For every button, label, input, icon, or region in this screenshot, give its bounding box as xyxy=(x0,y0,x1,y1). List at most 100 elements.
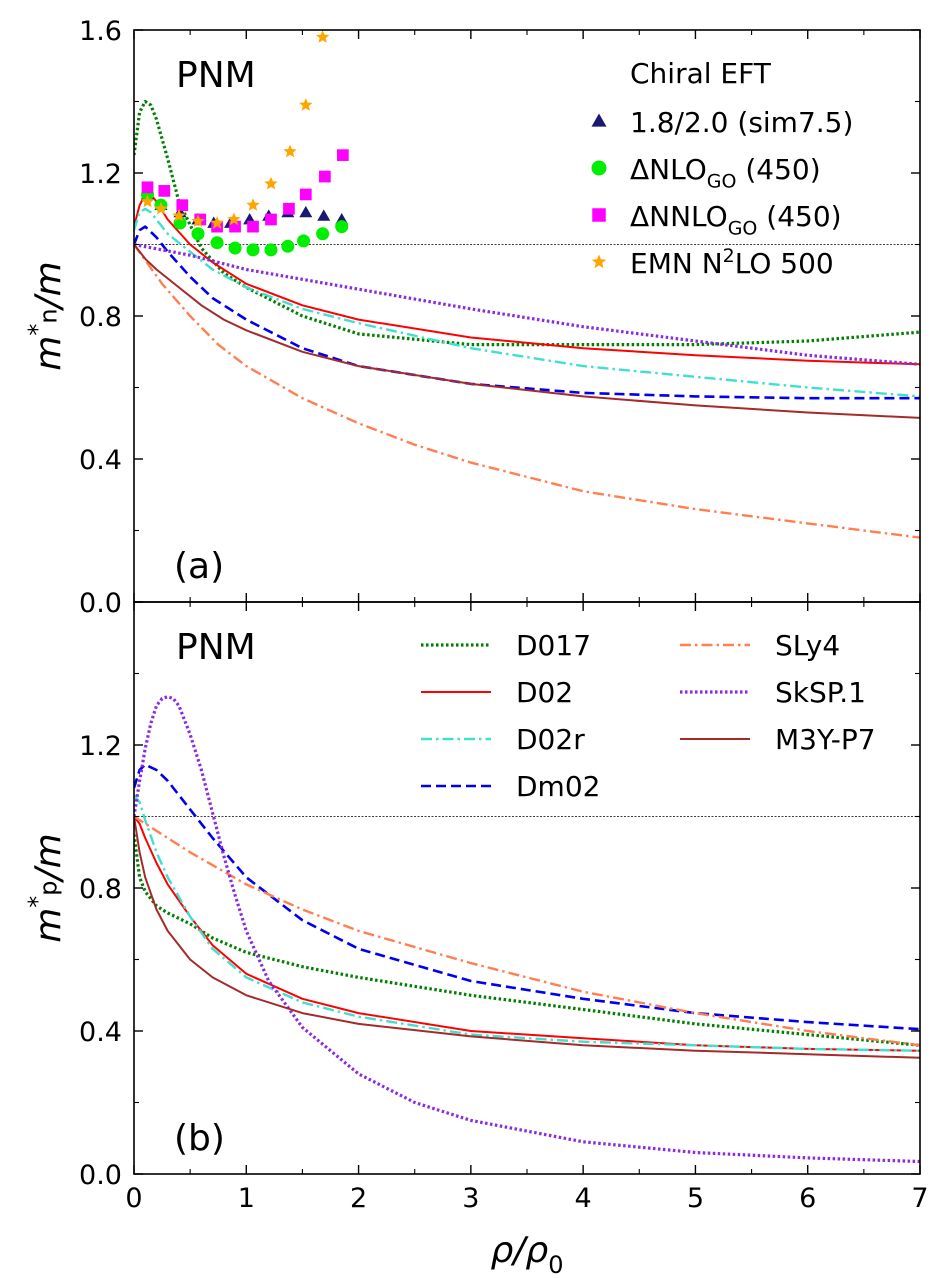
y-axis-label: m*n/m xyxy=(24,261,69,371)
y-axis-label-sub: n xyxy=(34,308,62,323)
legend-label: M3Y-P7 xyxy=(775,723,876,756)
legend-label: D02r xyxy=(516,723,585,756)
x-tick-label: 0 xyxy=(125,1183,142,1214)
x-tick-label: 6 xyxy=(799,1183,816,1214)
series-line-sksp-1 xyxy=(134,695,920,1164)
data-point-circle xyxy=(210,236,224,250)
data-point-triangle xyxy=(317,209,331,221)
x-tick-label: 3 xyxy=(462,1183,479,1214)
data-point-star xyxy=(283,144,297,158)
data-point-star xyxy=(246,198,260,211)
data-point-star xyxy=(264,176,278,190)
data-point-star xyxy=(172,208,186,222)
legend-entry: EMN N2LO 500 xyxy=(630,245,834,280)
panel-b: 0.00.40.81.20 1 2 3 4 5 6 7m*p/mρ/ρ0PNM(b)D017D… xyxy=(24,601,929,1278)
series-line-d02 xyxy=(134,815,920,1052)
y-axis-label-main: m xyxy=(28,908,69,943)
x-axis-label-sub: 0 xyxy=(548,1251,563,1278)
legend-entry-main: EMN N xyxy=(630,247,723,280)
scatter-square xyxy=(141,149,349,233)
series-line-dm02 xyxy=(134,763,920,1031)
panel-tag: (a) xyxy=(174,546,224,587)
y-axis-label-sup: * xyxy=(24,324,52,336)
x-tick-label: 7 xyxy=(911,1183,928,1214)
series-line-d02r xyxy=(134,794,920,1052)
data-point-square xyxy=(176,199,189,212)
data-point-circle xyxy=(281,239,295,253)
panel-tag: (b) xyxy=(174,1118,225,1159)
data-point-triangle xyxy=(299,205,313,218)
data-point-square xyxy=(319,170,331,183)
y-axis-label-sub: p xyxy=(34,880,62,895)
legend-entry: ΔNNLOGO (450) xyxy=(630,200,842,239)
y-axis-label: m*p/m xyxy=(24,833,69,943)
data-point-circle xyxy=(335,220,349,234)
data-point-circle xyxy=(297,234,311,248)
panel-a: 0.0 0.4 0.8 1.2 1.6 m*n/m PNM (a) Chiral EFT 1.8/… xyxy=(24,16,921,619)
data-point-square xyxy=(247,220,259,233)
y-axis-label-sup: * xyxy=(24,896,52,908)
legend-entry: ΔNLOGO (450) xyxy=(630,153,821,192)
series-line-sly4 xyxy=(134,243,920,539)
data-point-circle xyxy=(264,243,278,257)
scatter-star xyxy=(140,30,330,229)
data-point-star xyxy=(227,212,241,226)
legend-marker-star xyxy=(591,254,607,269)
legend-title: Chiral EFT xyxy=(630,57,772,90)
legend-entry-sub: GO xyxy=(728,217,758,239)
legend-label: SkSP.1 xyxy=(775,676,866,709)
series-line-d02r xyxy=(134,207,920,398)
legend-entry-main: 1.8/2.0 (sim7.5) xyxy=(630,106,853,139)
data-point-square xyxy=(158,185,171,197)
legend-models: D017 D02 D02r Dm02 SLy4 SkSP.1 M3Y-P7 xyxy=(421,629,876,803)
data-point-circle xyxy=(228,241,242,255)
legend-entry-main: ΔNLO xyxy=(630,153,707,186)
y-tick-label: 1.2 xyxy=(79,731,122,762)
data-point-square xyxy=(299,188,312,201)
legend-entry-after: (450) xyxy=(757,200,841,233)
legend-marker-circle xyxy=(591,160,607,176)
data-point-star xyxy=(154,201,168,215)
y-tick-label: 0.4 xyxy=(79,1017,122,1048)
legend-marker-triangle xyxy=(591,113,607,127)
series-line-m3y-p7 xyxy=(134,816,920,1059)
y-tick-label: 0.0 xyxy=(79,1160,122,1191)
y-tick-label: 1.6 xyxy=(79,16,122,47)
scatter-triangle xyxy=(140,187,349,228)
legend-entry: 1.8/2.0 (sim7.5) xyxy=(630,106,853,139)
series-line-m3y-p7 xyxy=(134,243,920,419)
y-axis-label-after: /m xyxy=(28,261,69,311)
data-point-square xyxy=(229,220,241,233)
legend-marker-square xyxy=(592,208,606,222)
y-axis-label-main: m xyxy=(28,336,69,371)
ticks xyxy=(133,29,921,603)
data-point-square xyxy=(283,202,295,215)
y-tick-label: 0.8 xyxy=(79,874,122,905)
legend-label: SLy4 xyxy=(775,629,840,662)
plot-area xyxy=(134,30,920,539)
x-tick-label: 2 xyxy=(350,1183,367,1214)
x-axis-label: ρ/ρ0 xyxy=(490,1230,563,1278)
series-line-d017 xyxy=(134,834,920,1047)
matter-label: PNM xyxy=(176,55,256,96)
series-line-sly4 xyxy=(134,815,920,1047)
data-point-square xyxy=(265,213,277,226)
x-tick-label: 1 xyxy=(238,1183,255,1214)
y-tick-label: 0.8 xyxy=(79,302,122,333)
legend-entry-main: ΔNNLO xyxy=(630,200,728,233)
legend-entry-sub: GO xyxy=(707,170,737,192)
y-axis-label-after: /m xyxy=(28,833,69,883)
legend-label: Dm02 xyxy=(516,770,600,803)
legend-entry-sup: 2 xyxy=(723,245,735,267)
y-tick-label: 0.0 xyxy=(79,588,122,619)
data-point-star xyxy=(210,216,224,229)
data-point-circle xyxy=(316,227,330,241)
data-point-star xyxy=(140,194,155,208)
data-point-square xyxy=(141,181,154,194)
data-point-star xyxy=(316,30,330,43)
y-tick-label: 1.2 xyxy=(79,159,122,190)
data-point-circle xyxy=(191,227,205,241)
data-point-square xyxy=(211,220,223,233)
